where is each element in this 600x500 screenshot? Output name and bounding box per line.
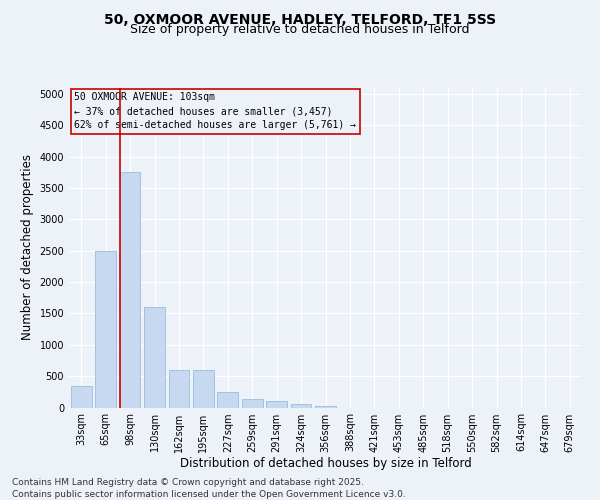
Bar: [95, 250, 116, 408]
Bar: [315, 406, 336, 407]
Bar: [193, 370, 214, 408]
Bar: [266, 401, 287, 407]
X-axis label: Distribution of detached houses by size in Telford: Distribution of detached houses by size …: [179, 458, 472, 470]
Bar: [290, 404, 311, 407]
Bar: [71, 386, 92, 407]
Bar: [242, 400, 263, 407]
Text: 50 OXMOOR AVENUE: 103sqm
← 37% of detached houses are smaller (3,457)
62% of sem: 50 OXMOOR AVENUE: 103sqm ← 37% of detach…: [74, 92, 356, 130]
Y-axis label: Number of detached properties: Number of detached properties: [21, 154, 34, 340]
Bar: [217, 392, 238, 407]
Text: 50, OXMOOR AVENUE, HADLEY, TELFORD, TF1 5SS: 50, OXMOOR AVENUE, HADLEY, TELFORD, TF1 …: [104, 12, 496, 26]
Text: Size of property relative to detached houses in Telford: Size of property relative to detached ho…: [130, 22, 470, 36]
Bar: [144, 307, 165, 408]
Bar: [119, 172, 140, 408]
Text: Contains HM Land Registry data © Crown copyright and database right 2025.
Contai: Contains HM Land Registry data © Crown c…: [12, 478, 406, 499]
Bar: [169, 370, 190, 408]
